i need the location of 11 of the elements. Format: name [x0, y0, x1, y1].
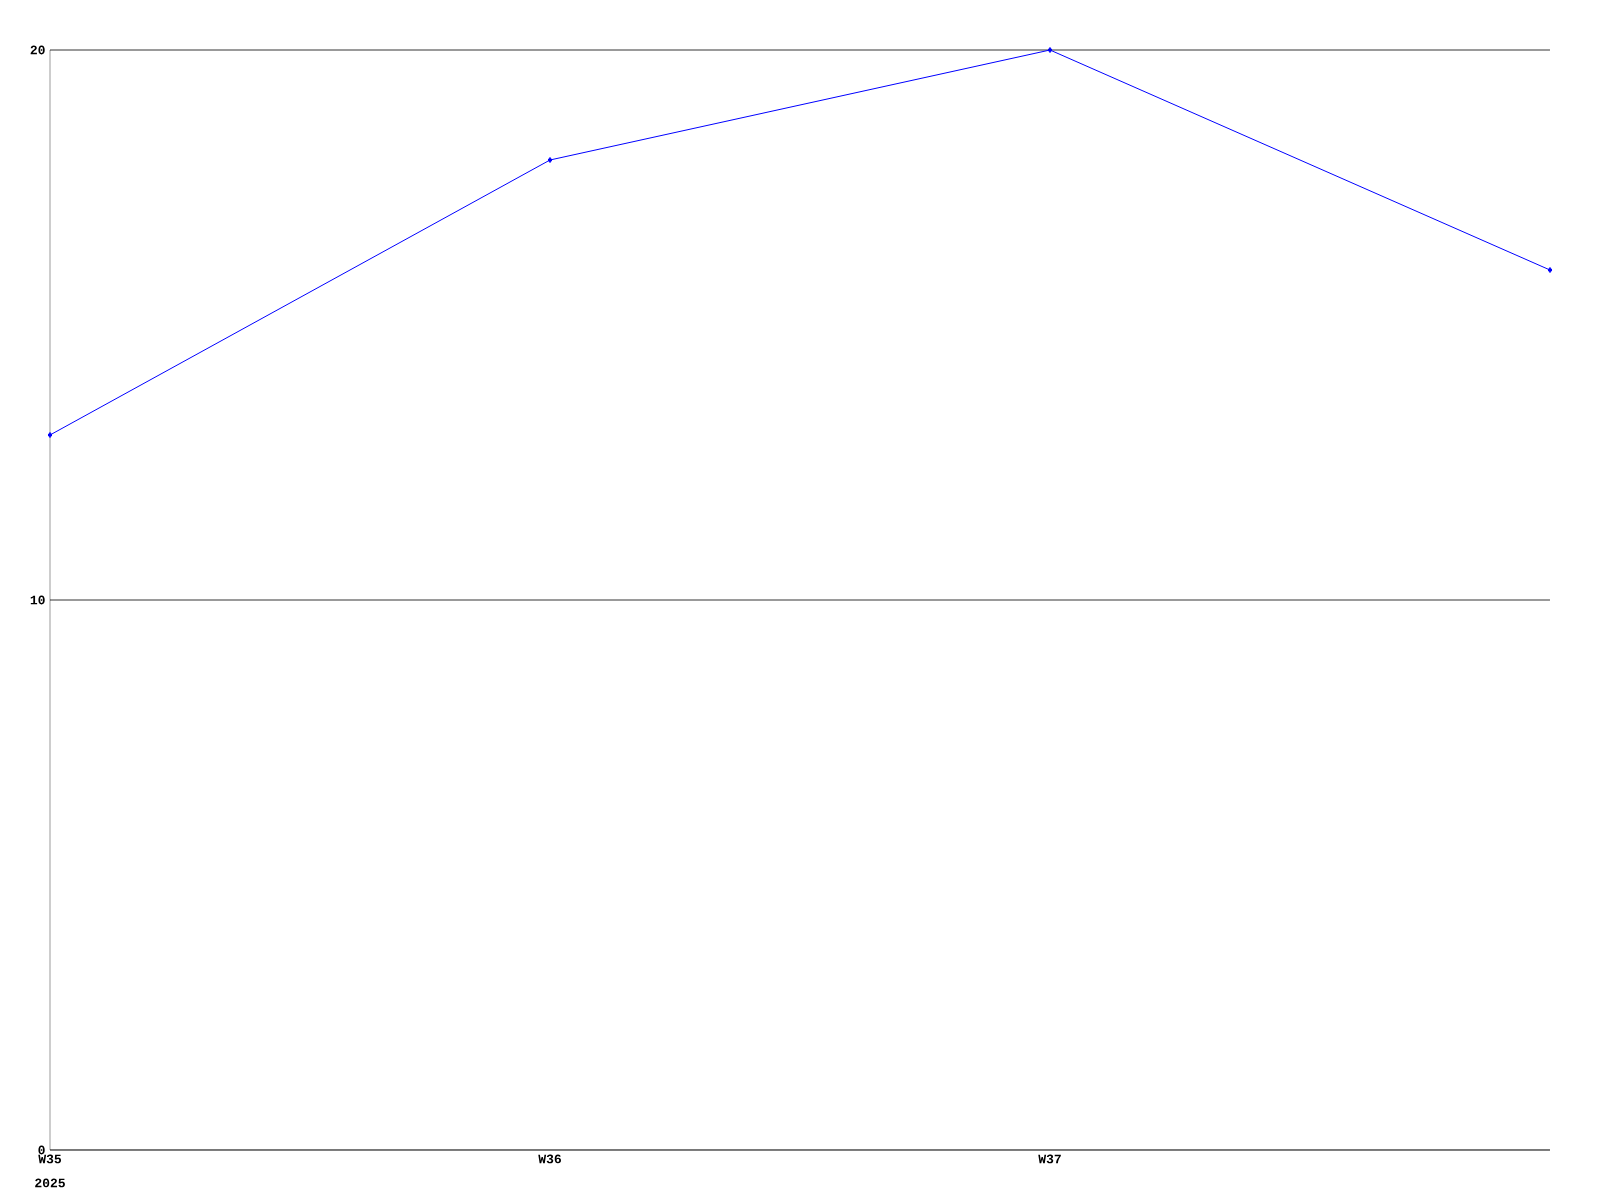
point — [1047, 47, 1053, 53]
point — [1547, 267, 1553, 274]
y-tick-label: 10 — [30, 595, 45, 605]
x-tick-label: W35 — [38, 1154, 62, 1164]
y-tick-label: 0 — [38, 1145, 45, 1155]
point — [47, 432, 53, 438]
text: 2025 — [35, 1178, 65, 1188]
x-tick-label: W37 — [1038, 1154, 1061, 1164]
x-tick-label: W36 — [538, 1154, 561, 1164]
y-tick-label: 20 — [30, 45, 45, 55]
point — [547, 157, 553, 164]
